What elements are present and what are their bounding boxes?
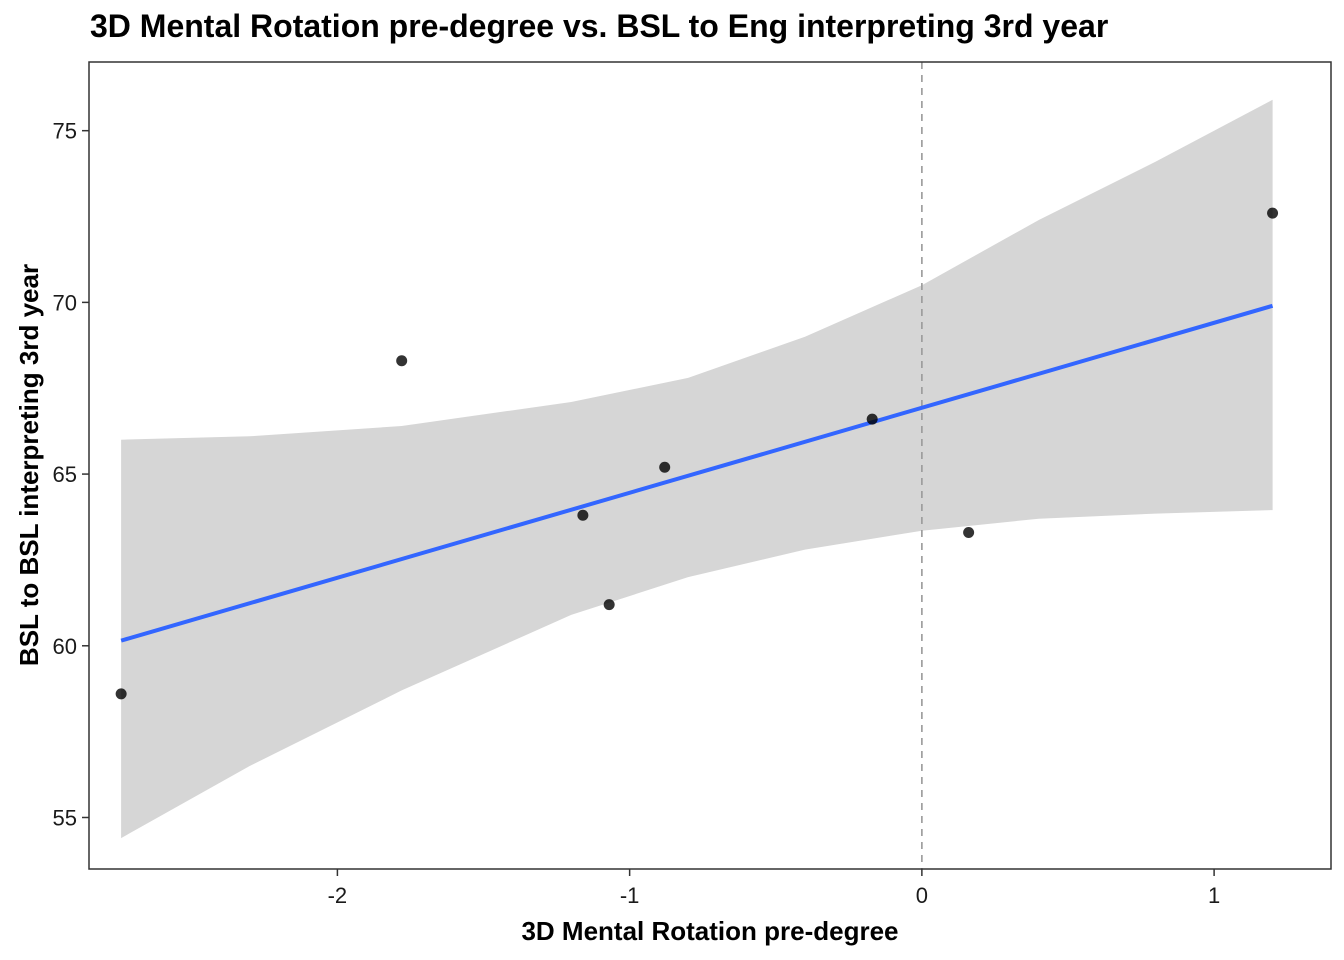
data-point	[577, 509, 589, 521]
x-tick-label: 1	[1208, 883, 1220, 908]
data-point	[866, 413, 878, 425]
y-tick-label: 70	[53, 290, 77, 315]
data-point	[115, 688, 127, 700]
x-tick-label: -1	[620, 883, 640, 908]
y-tick-label: 65	[53, 462, 77, 487]
confidence-band	[121, 99, 1273, 839]
data-point	[1267, 207, 1279, 219]
y-axis-title: BSL to BSL interpreting 3rd year	[14, 264, 44, 666]
data-point	[396, 355, 408, 367]
chart-title: 3D Mental Rotation pre-degree vs. BSL to…	[90, 8, 1109, 44]
x-axis-title: 3D Mental Rotation pre-degree	[521, 916, 898, 946]
y-tick-label: 60	[53, 634, 77, 659]
regression-line	[120, 303, 1274, 643]
data-point	[963, 526, 975, 538]
plot-panel-border	[88, 61, 1332, 870]
data-point	[603, 599, 615, 611]
x-tick-label: 0	[916, 883, 928, 908]
y-tick-label: 55	[53, 805, 77, 830]
x-tick-label: -2	[328, 883, 348, 908]
data-point	[659, 461, 671, 473]
y-tick-label: 75	[53, 119, 77, 144]
